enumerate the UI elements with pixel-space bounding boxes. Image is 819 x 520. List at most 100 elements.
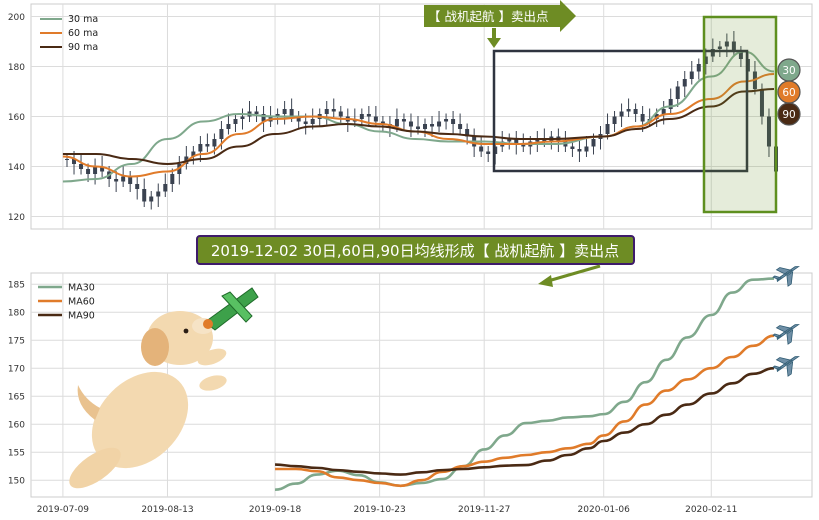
bottom-x-tick-label: 2019-07-09 [37,505,90,515]
candle-body [233,119,238,124]
bottom-x-tick-label: 2020-02-11 [685,505,737,515]
legend-label-ma60: MA60 [68,297,95,308]
candle-body [542,139,547,142]
bottom-signal-banner: 2019-12-02 30日,60日,90日均线形成【 战机起航 】卖出点 [196,235,635,287]
candle-body [731,41,736,52]
candle-body [619,111,624,117]
candle-body [163,184,168,192]
candle-body [142,189,147,202]
top-y-tick-label: 180 [8,63,25,73]
top-y-tick-label: 120 [8,213,25,223]
plane-icons [772,266,800,377]
legend-label-30ma: 30 ma [68,14,98,25]
candle-body [65,159,69,160]
candle-body [507,139,512,142]
toy-plane-propeller [203,319,213,329]
down-arrow-head [487,38,501,48]
banner-title: 2019-12-02 30日,60日,90日均线形成【 战机起航 】卖出点 [211,242,619,260]
candle-body [331,109,336,112]
pointer-arrow-line [547,264,601,283]
candle-body [191,151,196,157]
bottom-x-tick-label: 2019-09-18 [249,505,302,515]
bottom-x-tick-label: 2019-11-27 [458,505,510,515]
candle-body [696,64,701,72]
candle-body [79,164,84,169]
airplane-icon-ma30 [772,266,800,287]
legend-label-ma90: MA90 [68,311,95,322]
badge-90 [777,102,801,126]
candle-body [86,169,91,174]
badge-60-label: 60 [782,87,795,99]
candle-body [289,109,294,117]
bottom-legend: MA30 MA60 MA90 [38,283,95,322]
top-ma-lines [62,50,775,183]
top-legend: 30 ma 60 ma 90 ma [40,14,98,53]
candle-body [219,129,224,139]
candle-body [738,51,743,59]
top-y-axis: 120 140 160 180 200 [8,13,25,223]
candle-body [437,121,442,127]
candle-body [535,139,540,142]
dog-back-leg [69,447,121,489]
candle-body [149,196,154,202]
candle-body [759,89,764,117]
candle-body [521,144,526,147]
candle-body [121,176,126,182]
candle-body [303,121,308,124]
candle-body [338,111,343,117]
airplane-icon-ma60 [772,324,800,345]
candle-body [93,166,98,174]
top-line-30ma [62,50,775,183]
candle-body [401,119,406,122]
candle-body [296,116,301,122]
candle-body [394,119,399,127]
candle-body [717,46,722,49]
candle-body [633,109,638,114]
candle-body [408,121,413,127]
candle-body [486,151,491,154]
candle-body [380,121,385,124]
top-signal-banner: 【 战机起航 】卖出点 [424,0,576,48]
candle-body [170,174,175,184]
banner-arrow-shape [424,0,576,32]
candle-body [324,109,329,114]
dog-ear [141,328,169,366]
top-line-90ma [62,88,775,166]
candle-body [310,119,315,124]
candle-body [689,71,694,79]
candle-body [584,146,589,152]
bottom-y-tick-label: 185 [8,281,25,291]
candle-body [605,124,610,134]
bottom-y-tick-label: 170 [8,365,25,375]
candle-body [465,129,470,137]
candle-body [135,184,140,189]
banner-text: 【 战机起航 】卖出点 [428,9,548,24]
bottom-line-MA30 [274,277,775,492]
candle-body [766,116,771,147]
bottom-y-tick-label: 155 [8,449,25,459]
toy-plane-wing [221,291,253,323]
candle-body [612,116,617,124]
candle-body [156,191,161,197]
bottom-line-MA90 [275,366,775,476]
candle-body [682,79,687,87]
candle-body [444,119,449,122]
candle-body [668,99,673,109]
top-gridlines [31,4,812,229]
top-y-tick-label: 160 [8,113,25,123]
bottom-y-axis: 150 155 160 165 170 175 180 185 [8,281,25,487]
top-chart: 120 140 160 180 200 30 ma 60 ma 90 ma 【 战机起航… [8,0,813,230]
bottom-x-tick-label: 2019-10-23 [353,505,405,515]
airplane-icon-ma90 [772,356,800,377]
dog-eye [183,328,189,334]
bottom-y-tick-label: 175 [8,337,25,347]
dog-front-paw-2 [199,375,227,391]
signal-window-box [492,49,749,173]
dog-illustration [69,287,259,489]
bottom-line-MA60 [275,334,775,488]
candle-body [275,114,280,117]
down-arrow-stem [492,28,496,40]
candle-body [366,114,371,117]
